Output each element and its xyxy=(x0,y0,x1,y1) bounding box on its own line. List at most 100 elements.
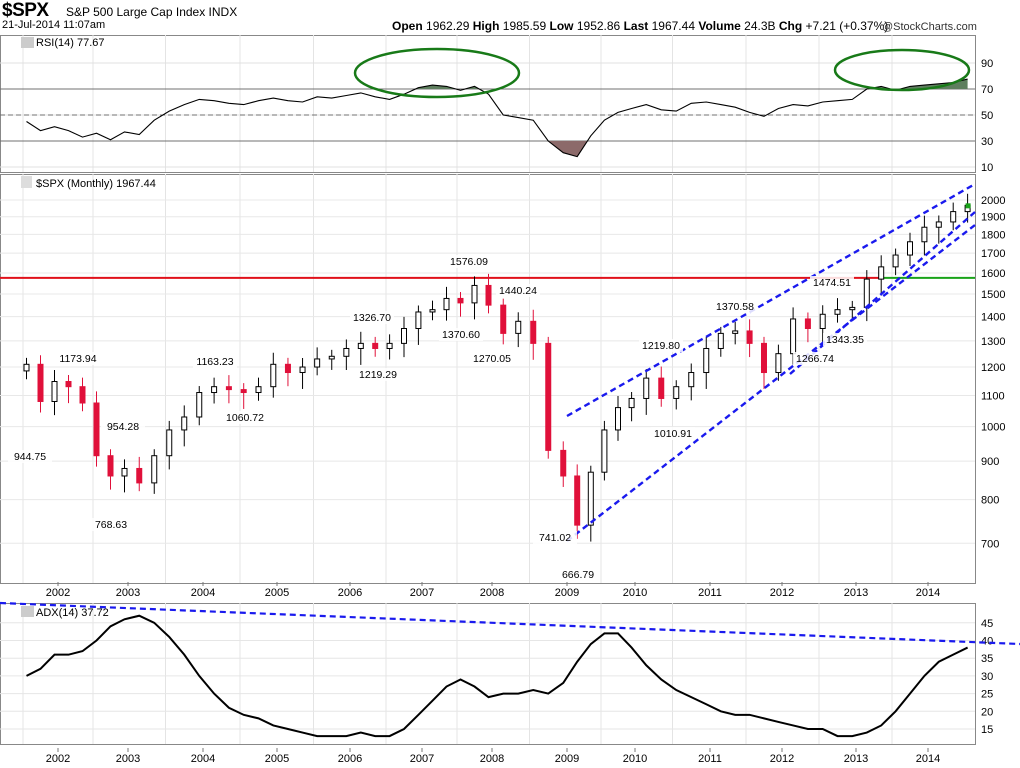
candle-body xyxy=(658,377,665,399)
price-annotation: 1370.60 xyxy=(442,329,480,341)
adx-year-label: 2009 xyxy=(555,753,579,765)
candle-body xyxy=(51,381,58,402)
price-candle xyxy=(834,298,841,323)
adx-title: ADX(14) 37.72 xyxy=(36,607,109,619)
rsi-line xyxy=(26,78,968,158)
candle-body xyxy=(415,311,422,330)
candle-body xyxy=(151,455,158,484)
price-annotation: 1163.23 xyxy=(196,356,233,368)
price-candle xyxy=(37,355,44,413)
stockcharts-watermark: @StockCharts.com xyxy=(882,21,977,33)
price-candle xyxy=(703,336,710,389)
open-value: 1962.29 xyxy=(426,19,470,33)
last-value: 1967.44 xyxy=(651,19,695,33)
rsi-highlight-ellipse-2007 xyxy=(353,47,521,99)
price-tick-label: 1400 xyxy=(981,312,1005,324)
annotation-bg xyxy=(793,352,837,365)
price-candle xyxy=(628,391,635,422)
price-candle xyxy=(643,369,650,415)
last-price-marker xyxy=(965,203,971,209)
candle-body xyxy=(93,402,100,457)
price-annotation: 1474.51 xyxy=(813,277,851,289)
candle-body xyxy=(328,355,335,360)
adx-year-label: 2010 xyxy=(623,753,647,765)
candle-body xyxy=(775,353,782,374)
candle-body xyxy=(457,297,464,304)
inner-support-trendline xyxy=(789,211,976,375)
candle-body xyxy=(211,386,218,394)
price-candle xyxy=(515,312,522,348)
price-tick-label: 1200 xyxy=(981,362,1005,374)
price-candle xyxy=(166,420,173,470)
price-candle xyxy=(457,291,464,317)
change-value: +7.21 (+0.37%) xyxy=(805,19,889,33)
annotation-bg xyxy=(439,328,483,341)
price-candle xyxy=(65,375,72,404)
price-annotation: 1440.24 xyxy=(499,285,537,297)
candle-body xyxy=(357,342,364,349)
price-candle xyxy=(401,316,407,358)
annotation-bg xyxy=(8,450,52,463)
candle-body xyxy=(673,386,680,399)
price-candle xyxy=(545,336,552,459)
price-candle xyxy=(574,464,581,539)
price-candle xyxy=(372,336,379,357)
candle-body xyxy=(688,372,695,388)
price-year-label: 2009 xyxy=(555,587,579,599)
rsi-tick-label: 30 xyxy=(981,136,993,148)
candle-body xyxy=(530,320,537,344)
price-candle xyxy=(587,465,594,542)
candle-body xyxy=(574,475,581,526)
annotation-bg xyxy=(470,352,514,365)
price-annotation: 1060.72 xyxy=(226,412,264,424)
adx-declining-trendline xyxy=(0,601,1020,646)
price-tick-label: 1000 xyxy=(981,422,1005,434)
price-candle xyxy=(357,331,364,365)
price-candle xyxy=(530,309,537,360)
price-tick-label: 1900 xyxy=(981,212,1005,224)
price-year-label: 2007 xyxy=(410,587,434,599)
price-annotation: 1270.05 xyxy=(473,353,511,365)
price-candle xyxy=(673,380,680,410)
candle-body xyxy=(703,347,710,374)
adx-tick-label: 20 xyxy=(981,706,993,718)
price-candle xyxy=(343,339,350,370)
price-candle xyxy=(284,357,291,387)
price-year-label: 2010 xyxy=(623,587,647,599)
adx-tick-label: 40 xyxy=(981,636,993,648)
rsi-tick-label: 10 xyxy=(981,162,993,174)
rsi-oversold-fill xyxy=(548,141,588,157)
price-candle xyxy=(471,276,478,320)
price-year-label: 2003 xyxy=(116,587,140,599)
upper-channel-trendline xyxy=(566,182,976,418)
annotation-bg xyxy=(556,568,600,581)
candle-body xyxy=(615,407,621,431)
price-candle xyxy=(79,377,86,412)
price-candle xyxy=(560,441,567,487)
adx-year-label: 2011 xyxy=(698,753,722,765)
candle-body xyxy=(443,297,450,311)
candle-body xyxy=(166,429,173,457)
adx-year-label: 2008 xyxy=(480,753,504,765)
price-candle xyxy=(935,215,942,244)
price-candle xyxy=(878,255,885,296)
price-tick-label: 2000 xyxy=(981,195,1005,207)
price-candle xyxy=(151,449,158,494)
candle-body xyxy=(79,386,86,404)
rsi-panel-frame xyxy=(0,35,976,173)
price-candle xyxy=(892,248,899,276)
price-candle xyxy=(746,319,753,358)
price-annotation: 1576.09 xyxy=(450,256,488,268)
rsi-legend-swatch xyxy=(21,37,34,48)
candle-body xyxy=(255,386,262,394)
price-candle xyxy=(717,326,724,357)
candle-body xyxy=(401,328,407,344)
price-candle xyxy=(240,383,247,409)
candle-body xyxy=(921,226,928,243)
rsi-tick-label: 50 xyxy=(981,110,993,122)
change-label: Chg xyxy=(778,19,803,33)
candle-body xyxy=(136,467,143,484)
annotation-bg xyxy=(447,255,491,268)
symbol-description: S&P 500 Large Cap Index INDX xyxy=(66,5,238,19)
price-candle xyxy=(615,396,621,441)
